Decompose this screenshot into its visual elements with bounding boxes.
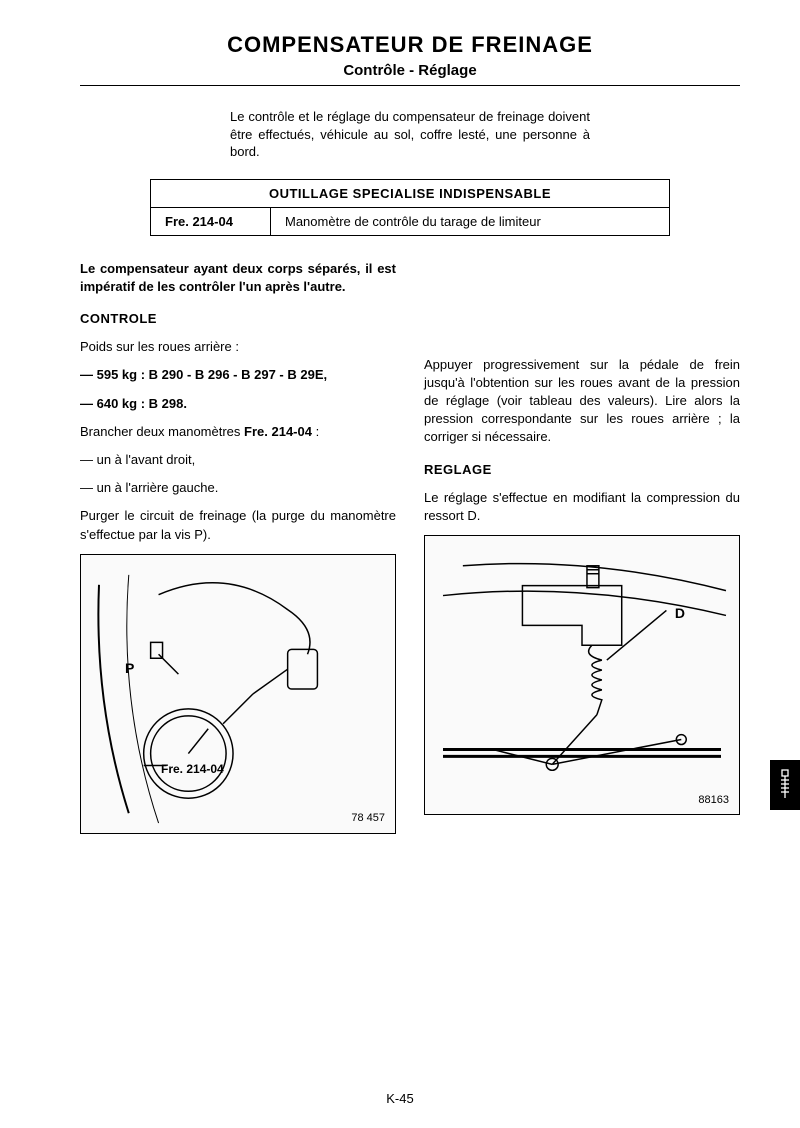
heading-reglage: REGLAGE bbox=[424, 461, 740, 479]
two-column-layout: Le compensateur ayant deux corps séparés… bbox=[80, 260, 740, 834]
page-subtitle: Contrôle - Réglage bbox=[80, 62, 740, 79]
right-column: Appuyer progressivement sur la pédale de… bbox=[424, 260, 740, 834]
right-p2: Le réglage s'effectue en modifiant la co… bbox=[424, 489, 740, 525]
figure-left-label-p: P bbox=[125, 659, 134, 679]
figure-right-svg bbox=[425, 536, 739, 814]
left-p2: Poids sur les roues arrière : bbox=[80, 338, 396, 356]
figure-left: P Fre. 214-04 78 457 bbox=[80, 554, 396, 834]
figure-left-ref: 78 457 bbox=[351, 811, 385, 826]
figure-right: D 88163 bbox=[424, 535, 740, 815]
title-rule bbox=[80, 85, 740, 86]
tooling-table: OUTILLAGE SPECIALISE INDISPENSABLE Fre. … bbox=[150, 179, 670, 236]
figure-right-ref: 88163 bbox=[698, 793, 729, 808]
tooling-header: OUTILLAGE SPECIALISE INDISPENSABLE bbox=[151, 179, 670, 207]
left-p5: Brancher deux manomètres Fre. 214-04 : bbox=[80, 423, 396, 441]
tooling-code: Fre. 214-04 bbox=[151, 207, 271, 235]
left-p8: Purger le circuit de freinage (la purge … bbox=[80, 507, 396, 543]
figure-right-label-d: D bbox=[675, 604, 685, 624]
left-p6: — un à l'avant droit, bbox=[80, 451, 396, 469]
side-tab-icon bbox=[770, 760, 800, 810]
figure-left-svg bbox=[81, 555, 395, 833]
left-column: Le compensateur ayant deux corps séparés… bbox=[80, 260, 396, 834]
left-p4: — 640 kg : B 298. bbox=[80, 395, 396, 413]
figure-left-label-fre: Fre. 214-04 bbox=[161, 761, 224, 778]
page-number: K-45 bbox=[0, 1091, 800, 1106]
intro-paragraph: Le contrôle et le réglage du compensateu… bbox=[230, 108, 590, 161]
tooling-desc: Manomètre de contrôle du tarage de limit… bbox=[271, 207, 670, 235]
left-p7: — un à l'arrière gauche. bbox=[80, 479, 396, 497]
heading-controle: CONTROLE bbox=[80, 310, 396, 328]
left-p3: — 595 kg : B 290 - B 296 - B 297 - B 29E… bbox=[80, 366, 396, 384]
right-p1: Appuyer progressivement sur la pédale de… bbox=[424, 356, 740, 447]
left-p1: Le compensateur ayant deux corps séparés… bbox=[80, 260, 396, 296]
page-title: COMPENSATEUR DE FREINAGE bbox=[80, 32, 740, 58]
